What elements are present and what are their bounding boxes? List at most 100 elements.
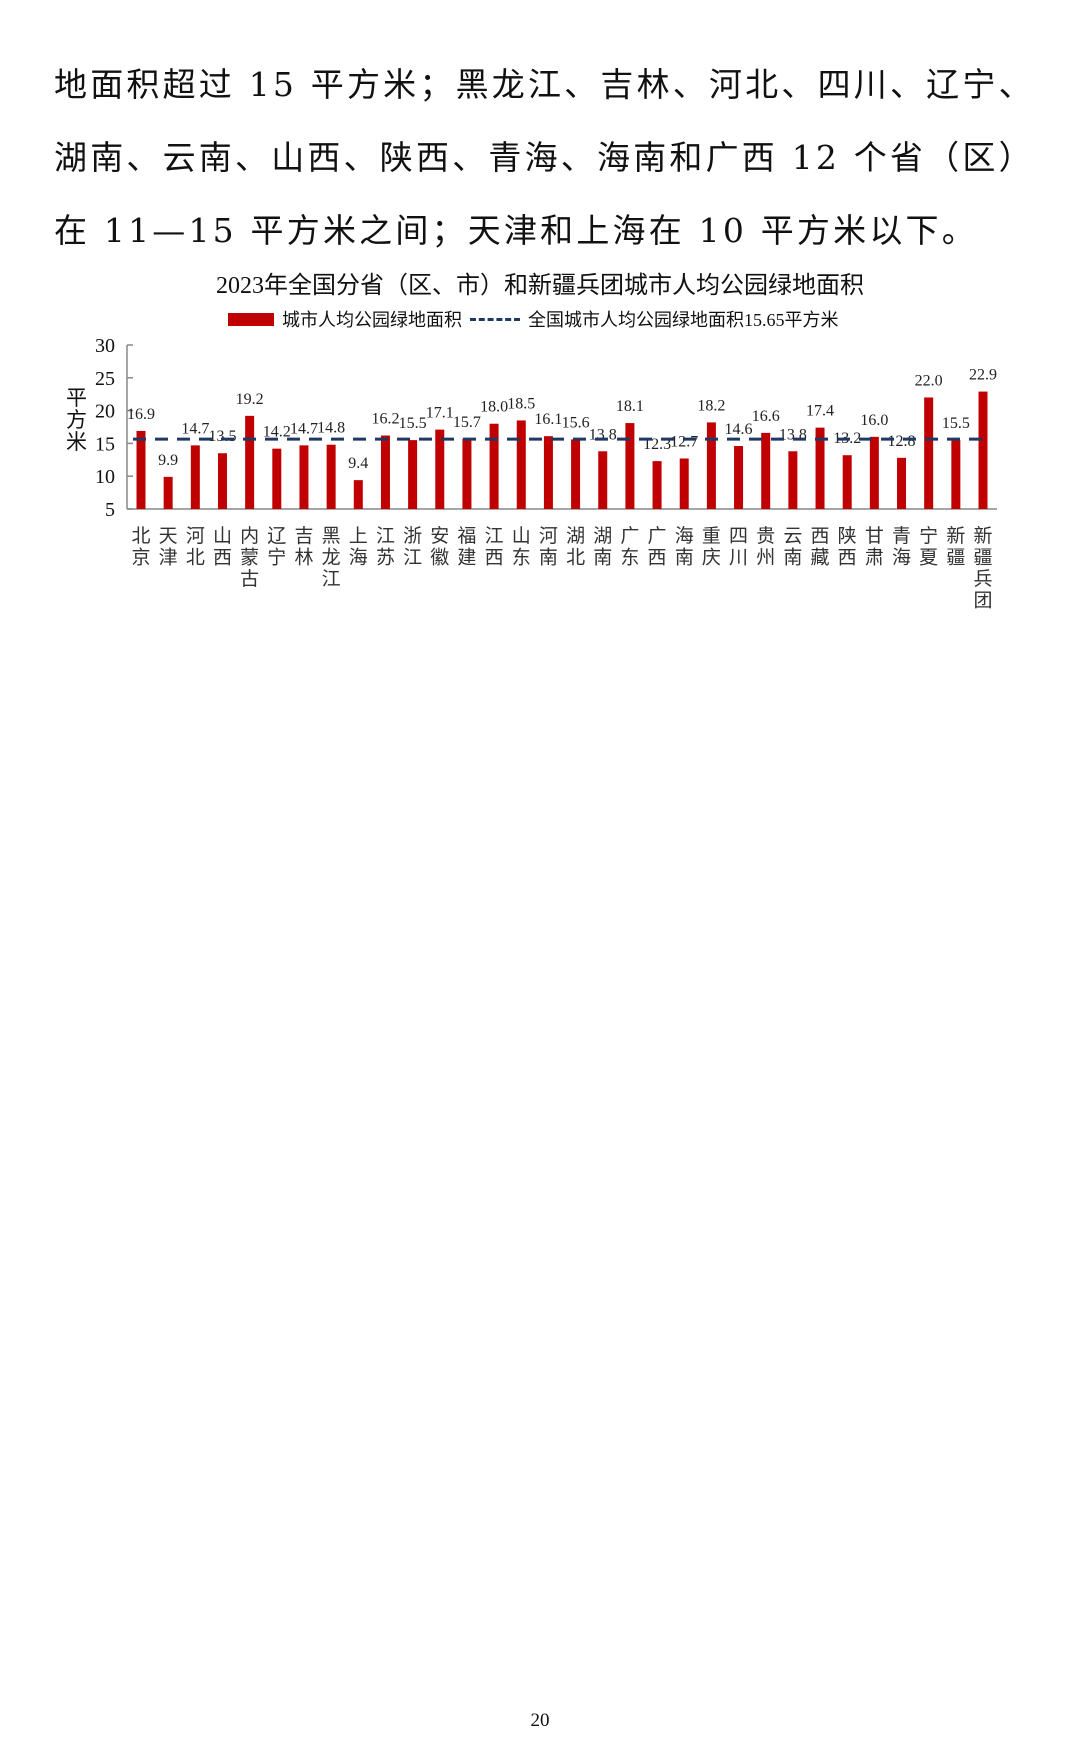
bar (924, 397, 934, 509)
data-label: 16.6 (752, 408, 780, 425)
x-tick-label: 陕西 (838, 525, 857, 569)
data-label: 13.8 (779, 426, 807, 443)
x-tick-label: 甘肃 (865, 525, 884, 569)
x-tick-label: 湖北 (566, 525, 585, 569)
data-label: 13.5 (208, 428, 236, 445)
x-tick-label: 辽宁 (267, 525, 286, 569)
bar (217, 453, 227, 509)
bar (978, 391, 988, 509)
bar (625, 423, 635, 509)
x-tick-label: 山西 (213, 525, 232, 569)
legend-line-label: 全国城市人均公园绿地面积15.65平方米 (528, 310, 839, 330)
data-label: 14.7 (290, 420, 318, 437)
bar (543, 436, 553, 509)
bar (462, 438, 472, 509)
x-tick-label: 江西 (485, 525, 504, 569)
x-tick-label: 吉林 (294, 525, 313, 569)
x-tick-label: 湖南 (593, 525, 612, 569)
y-axis-label: 平方米 (66, 386, 87, 454)
bar (951, 440, 961, 509)
data-label: 12.7 (670, 433, 698, 450)
y-tick-label: 5 (105, 499, 115, 521)
x-tick-label: 安徽 (430, 525, 449, 569)
y-tick-label: 15 (95, 433, 115, 455)
data-label: 18.0 (480, 399, 508, 416)
data-label: 9.4 (348, 455, 368, 472)
x-tick-label: 北京 (131, 525, 150, 569)
x-tick-label: 广东 (620, 525, 639, 569)
x-tick-label: 黑龙江 (322, 525, 341, 590)
x-tick-label: 重庆 (702, 525, 721, 569)
data-label: 19.2 (236, 391, 264, 408)
bar (163, 476, 173, 509)
data-label: 15.6 (562, 414, 590, 431)
bar (761, 432, 771, 509)
bar (516, 420, 526, 509)
data-label: 18.2 (697, 397, 725, 414)
data-label: 15.7 (453, 414, 481, 431)
data-label: 22.0 (915, 372, 943, 389)
legend-bar-swatch (228, 312, 274, 326)
legend-bar-label: 城市人均公园绿地面积 (282, 310, 462, 330)
data-label: 15.5 (942, 415, 970, 432)
x-tick-label: 广西 (648, 525, 667, 569)
bar (435, 429, 445, 509)
bar (136, 430, 146, 509)
x-tick-label: 宁夏 (919, 525, 938, 569)
legend-line-swatch (470, 317, 520, 321)
bar (869, 436, 879, 509)
x-tick-label: 河南 (539, 525, 558, 569)
x-tick-label: 海南 (675, 525, 694, 569)
x-tick-label: 云南 (783, 525, 802, 569)
data-label: 16.1 (534, 411, 562, 428)
bar (815, 427, 825, 509)
bar (272, 448, 282, 509)
bar (706, 422, 716, 509)
x-tick-label: 新疆兵团 (973, 525, 992, 612)
bar (353, 480, 363, 509)
x-tick-label: 浙江 (403, 525, 422, 569)
bar-chart: 5 10 15 20 25 30 平方米 16.9 北京 9.9 天津 14.7 河北 13.5 山西 19.… (66, 335, 997, 612)
data-label: 17.1 (426, 405, 454, 422)
data-label: 13.8 (589, 426, 617, 443)
bar (571, 439, 581, 509)
data-label: 14.6 (725, 421, 753, 438)
y-tick-label: 30 (95, 335, 115, 357)
x-tick-label: 天津 (159, 525, 178, 569)
data-label: 14.8 (317, 420, 345, 437)
data-label: 18.1 (616, 398, 644, 415)
bar (245, 415, 255, 509)
y-tick-label: 10 (95, 466, 115, 488)
data-label: 14.7 (181, 420, 209, 437)
x-tick-label: 上海 (349, 525, 368, 569)
data-label: 15.5 (399, 415, 427, 432)
bar (380, 435, 390, 509)
data-label: 17.4 (806, 403, 834, 420)
bar (489, 423, 499, 509)
paragraph-line: 在 11—15 平方米之间；天津和上海在 10 平方米以下。 (54, 211, 978, 250)
data-label: 14.2 (263, 424, 291, 441)
data-label: 12.8 (888, 433, 916, 450)
bar (190, 445, 200, 509)
bar (897, 457, 907, 509)
chart-title: 2023年全国分省（区、市）和新疆兵团城市人均公园绿地面积 (216, 273, 864, 299)
chart-legend: 城市人均公园绿地面积 全国城市人均公园绿地面积15.65平方米 (228, 306, 839, 332)
data-label: 18.5 (507, 395, 535, 412)
data-label: 16.2 (371, 411, 399, 428)
data-label: 16.9 (127, 406, 155, 423)
x-tick-label: 新疆 (946, 525, 965, 569)
bar (734, 446, 744, 509)
data-label: 16.0 (860, 412, 888, 429)
x-tick-label: 福建 (457, 525, 476, 569)
bar (299, 445, 309, 509)
bar (788, 451, 798, 509)
y-tick-label: 20 (95, 401, 115, 423)
x-tick-label: 内蒙古 (240, 525, 259, 590)
data-label: 9.9 (158, 452, 178, 469)
bar (326, 444, 336, 509)
paragraph-line: 地面积超过 15 平方米；黑龙江、吉林、河北、四川、辽宁、 (54, 65, 1035, 104)
data-label: 22.9 (969, 367, 997, 384)
bar (842, 455, 852, 509)
body-paragraph: 地面积超过 15 平方米；黑龙江、吉林、河北、四川、辽宁、 湖南、云南、山西、陕… (54, 48, 1034, 267)
x-tick-label: 山东 (512, 525, 531, 569)
